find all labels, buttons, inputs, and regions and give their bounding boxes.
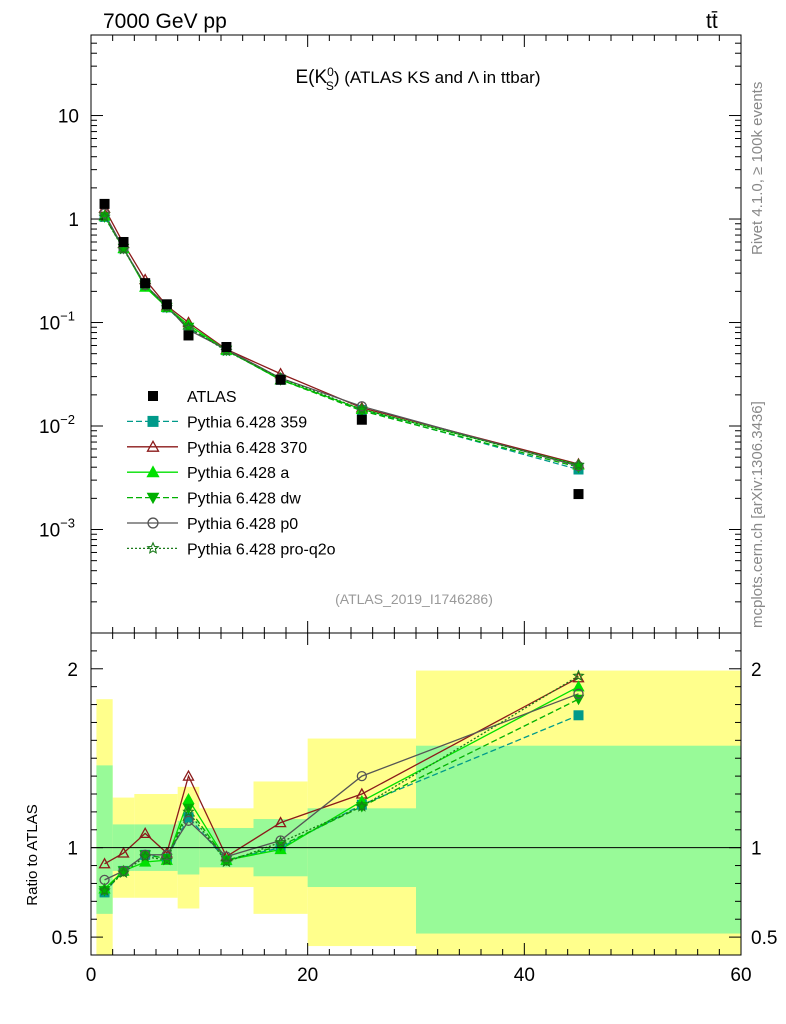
series-pythia-6-428-pro-q2o-ratio-point [182,805,195,818]
series-pythia-6-428-dw-ratio-point [182,803,195,815]
x-tick-label: 40 [514,965,535,986]
chart-title-main: E(K [295,67,327,88]
data-point-atlas [183,330,194,341]
legend-marker-pythia-6-428-dw [146,492,160,505]
data-point-atlas [161,299,172,310]
series-pythia-6-428-pro-q2o-point [98,210,111,223]
ratio-y-tick-label: 1 [67,839,78,860]
x-tick-label: 60 [730,965,751,986]
legend-marker-atlas [148,391,158,401]
series-pythia-6-428-pro-q2o-ratio-point [117,866,130,878]
chart-title-sub: S [326,79,334,93]
series-pythia-6-428-p0-point [99,208,110,219]
series-pythia-6-428-359-ratio-point [183,812,194,823]
series-pythia-6-428-pro-q2o-ratio-point [572,669,585,682]
series-pythia-6-428-pro-q2o-ratio-point [220,855,233,868]
legend-label-pythia-6-428-dw: Pythia 6.428 dw [187,491,301,508]
series-pythia-6-428-p0-line [103,213,579,467]
series-pythia-6-428-p0-point [356,401,367,412]
ratio-y-tick-label: 2 [67,660,78,681]
series-pythia-6-428-a-line [103,215,579,466]
series-pythia-6-428-dw-line [103,216,579,468]
series-pythia-6-428-370-ratio-point [274,816,287,828]
chart-title-rest: ) (ATLAS KS and Λ in ttbar) [334,68,541,87]
ratio-y-tick-label-right: 2 [751,660,762,681]
ratio-y-tick-label-right: 0.5 [751,928,777,949]
chart-title-sup: 0 [327,65,334,79]
series-pythia-6-428-p0-ratio-point [573,688,584,699]
x-tick-label: 0 [86,965,97,986]
series-pythia-6-428-a-ratio-point [572,680,585,692]
series-pythia-6-428-370-ratio-point [139,827,152,839]
series-pythia-6-428-p0-ratio-point [161,849,172,860]
y-tick-label: 1 [68,210,79,231]
data-point-atlas [140,278,151,289]
series-pythia-6-428-370-ratio-line [104,677,579,865]
series-pythia-6-428-pro-q2o-line [103,216,579,466]
series-pythia-6-428-pro-q2o-ratio-point [139,850,152,862]
legend-marker-pythia-6-428-a [146,465,160,478]
series-pythia-6-428-370-line [103,207,579,465]
legend-label-pythia-6-428-359: Pythia 6.428 359 [187,414,307,431]
ratio-y-tick-label: 0.5 [52,928,78,949]
series-pythia-6-428-p0-ratio-point [183,815,194,826]
series-pythia-6-428-pro-q2o-ratio-point [160,853,173,866]
mcplots-label: mcplots.cern.ch [arXiv:1306.3436] [749,401,766,628]
x-tick-label: 20 [297,965,318,986]
uncertainty-band-inner [416,745,741,934]
series-pythia-6-428-370-ratio-point [117,846,130,858]
series-pythia-6-428-359-line [103,216,579,471]
legend-marker-pythia-6-428-p0 [147,517,159,529]
legend-marker-pythia-6-428-pro-q2o [146,541,160,554]
analysis-id: (ATLAS_2019_I1746286) [335,591,493,607]
series-pythia-6-428-p0-ratio-point [356,770,367,782]
data-point-atlas [118,236,129,247]
legend-label-pythia-6-428-a: Pythia 6.428 a [187,465,289,482]
series-pythia-6-428-pro-q2o-ratio-point [355,800,368,812]
series-pythia-6-428-a-ratio-point [182,793,195,805]
series-pythia-6-428-pro-q2o-ratio-point [98,884,111,896]
series-pythia-6-428-pro-q2o-point [572,458,585,471]
series-pythia-6-428-359-ratio-point [573,710,584,721]
data-point-atlas [573,489,584,500]
legend-label-pythia-6-428-p0: Pythia 6.428 p0 [187,516,298,533]
series-pythia-6-428-a-ratio-point [139,855,152,867]
header-right-label: tt̄ [706,10,718,33]
y-tick-label: 10−1 [39,309,75,335]
series-pythia-6-428-pro-q2o-point [117,242,130,255]
legend-label-atlas: ATLAS [187,389,237,406]
legend-label-pythia-6-428-370: Pythia 6.428 370 [187,440,307,457]
ratio-ylabel: Ratio to ATLAS [24,804,41,905]
data-point-atlas [221,342,232,353]
legend-marker-pythia-6-428-370 [146,439,160,452]
y-tick-label: 10−3 [39,516,75,542]
chart-title: E(K0 S) (ATLAS KS and Λ in ttbar) [295,65,540,93]
series-pythia-6-428-pro-q2o-ratio-point [274,835,287,848]
legend-label-pythia-6-428-pro-q2o: Pythia 6.428 pro-q2o [187,541,336,558]
y-tick-label: 10−2 [39,412,75,438]
data-point-atlas [99,198,110,209]
series-pythia-6-428-p0-ratio-point [221,851,232,862]
series-pythia-6-428-pro-q2o-point [182,320,195,333]
series-pythia-6-428-pro-q2o-point [355,402,368,415]
header-left-label: 7000 GeV pp [103,10,227,33]
y-tick-label: 10 [58,107,79,128]
ratio-y-tick-label-right: 1 [751,839,762,860]
series-pythia-6-428-370-ratio-point [98,857,111,869]
legend-marker-pythia-6-428-359 [147,415,159,427]
rivet-version-label: Rivet 4.1.0, ≥ 100k events [749,82,766,255]
series-pythia-6-428-p0-point [573,460,584,472]
series-pythia-6-428-370-ratio-point [182,769,195,781]
data-point-atlas [356,414,367,425]
data-point-atlas [275,374,286,385]
